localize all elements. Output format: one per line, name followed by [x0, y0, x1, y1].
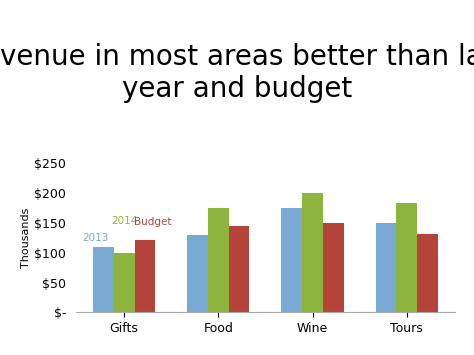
Y-axis label: Thousands: Thousands [21, 208, 31, 268]
Text: 2013: 2013 [83, 233, 109, 243]
Bar [114, 253, 135, 312]
Bar [229, 226, 249, 312]
Bar [208, 208, 229, 312]
Text: Revenue in most areas better than last
year and budget: Revenue in most areas better than last y… [0, 43, 474, 103]
Text: 2014: 2014 [111, 216, 137, 226]
Bar [302, 193, 323, 312]
Bar [187, 235, 208, 312]
Bar [323, 223, 344, 312]
Bar [396, 203, 417, 312]
Bar [375, 223, 396, 312]
Bar [282, 208, 302, 312]
Text: Budget: Budget [134, 217, 171, 226]
Bar [93, 247, 114, 312]
Bar [417, 234, 438, 312]
Bar [135, 240, 155, 312]
